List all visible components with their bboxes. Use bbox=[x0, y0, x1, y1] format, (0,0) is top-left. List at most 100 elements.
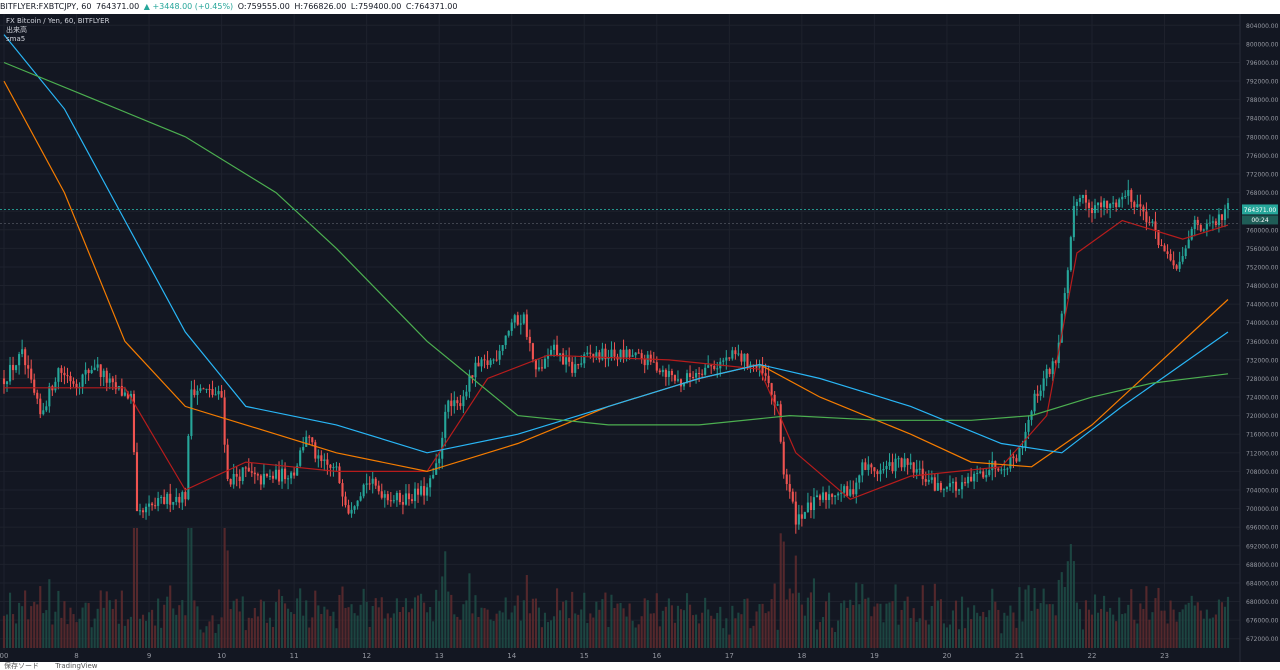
candle-body bbox=[259, 475, 262, 485]
volume-bar bbox=[897, 624, 900, 648]
candle-body bbox=[320, 455, 323, 462]
candle-body bbox=[105, 370, 108, 383]
volume-bar bbox=[1033, 587, 1036, 648]
volume-bar bbox=[347, 607, 350, 648]
candle-body bbox=[1217, 214, 1220, 226]
volume-bar bbox=[444, 551, 447, 648]
candle-body bbox=[667, 371, 670, 377]
volume-bar bbox=[483, 608, 486, 648]
volume-bar bbox=[241, 596, 244, 648]
volume-bar bbox=[891, 601, 894, 648]
candle-body bbox=[1193, 219, 1196, 229]
volume-bar bbox=[456, 616, 459, 648]
volume-bar bbox=[141, 614, 145, 648]
volume-bar bbox=[1160, 610, 1163, 648]
volume-bar bbox=[57, 590, 60, 648]
candle-body bbox=[664, 369, 667, 377]
volume-bar bbox=[12, 614, 15, 648]
volume-bar bbox=[1196, 602, 1199, 648]
candle-body bbox=[30, 368, 33, 380]
candle-body bbox=[788, 484, 791, 492]
volume-bar bbox=[45, 610, 48, 648]
x-tick-label: 13 bbox=[435, 652, 444, 660]
price-axis-background[interactable] bbox=[1240, 0, 1280, 662]
volume-bar bbox=[356, 615, 359, 648]
symbol-label[interactable]: BITFLYER:FXBTCJPY, 60 bbox=[0, 2, 92, 11]
volume-bar bbox=[277, 589, 281, 648]
candle-body bbox=[199, 388, 202, 391]
volume-bar bbox=[157, 598, 160, 648]
candle-body bbox=[930, 477, 933, 480]
volume-bar bbox=[716, 612, 719, 648]
candle-body bbox=[123, 392, 126, 396]
candle-body bbox=[676, 379, 680, 381]
candle-body bbox=[607, 357, 610, 360]
candle-body bbox=[226, 444, 229, 479]
volume-bar bbox=[441, 576, 444, 648]
volume-bar bbox=[429, 606, 432, 648]
time-axis[interactable]: 00 8 9 10 11 12 13 14 15 16 17 18 19 20 21 22 23 bbox=[0, 652, 1169, 660]
candle-body bbox=[1054, 361, 1057, 364]
y-tick-label: 720000.00 bbox=[1246, 413, 1279, 420]
volume-bar bbox=[90, 627, 93, 648]
candle-body bbox=[815, 495, 819, 498]
candle-body bbox=[1093, 205, 1097, 214]
candle-body bbox=[1045, 368, 1048, 379]
candle-body bbox=[728, 357, 731, 359]
volume-bar bbox=[205, 626, 208, 648]
volume-bar bbox=[918, 618, 921, 648]
volume-bar bbox=[27, 619, 30, 648]
volume-bar bbox=[679, 609, 683, 648]
y-tick-label: 692000.00 bbox=[1246, 543, 1279, 550]
candle-body bbox=[646, 354, 649, 366]
candle-body bbox=[462, 396, 465, 407]
candle-body bbox=[1060, 313, 1063, 343]
candle-body bbox=[21, 349, 24, 355]
legend-volume[interactable]: 出来高 bbox=[6, 26, 27, 34]
tradingview-brand[interactable]: TradingView bbox=[55, 662, 98, 670]
volume-bar bbox=[323, 606, 326, 648]
candle-body bbox=[1169, 253, 1172, 261]
candle-body bbox=[178, 496, 181, 503]
volume-bar bbox=[1199, 610, 1202, 648]
volume-bar bbox=[1142, 608, 1145, 648]
volume-bar bbox=[229, 609, 232, 648]
candle-body bbox=[964, 482, 967, 484]
price-axis[interactable]: 804000.00 800000.00 796000.00 792000.00 7880… bbox=[1246, 23, 1279, 643]
candle-body bbox=[592, 353, 595, 357]
candle-body bbox=[277, 469, 281, 482]
candle-body bbox=[63, 372, 66, 376]
candle-body bbox=[531, 343, 534, 360]
candle-body bbox=[1103, 200, 1106, 208]
candle-body bbox=[15, 365, 18, 371]
candle-body bbox=[302, 446, 305, 451]
candle-body bbox=[1175, 265, 1178, 269]
candle-body bbox=[386, 494, 389, 501]
candle-body bbox=[135, 452, 139, 512]
candle-body bbox=[323, 459, 326, 462]
legend-sma[interactable]: sma5 bbox=[6, 35, 26, 43]
volume-bar bbox=[51, 624, 54, 648]
candle-body bbox=[831, 494, 834, 497]
candle-body bbox=[1072, 205, 1075, 238]
legend-series-title[interactable]: FX Bitcoin / Yen, 60, BITFLYER bbox=[6, 17, 110, 25]
candle-body bbox=[516, 315, 519, 325]
volume-bar bbox=[628, 603, 631, 648]
volume-bar bbox=[135, 528, 139, 648]
volume-bar bbox=[462, 604, 465, 648]
volume-bar bbox=[1139, 603, 1142, 648]
y-tick-label: 736000.00 bbox=[1246, 339, 1279, 346]
volume-bar bbox=[761, 603, 764, 648]
candle-body bbox=[344, 496, 347, 506]
volume-bar bbox=[66, 624, 69, 648]
footer-label[interactable]: 保存ソード bbox=[4, 662, 39, 670]
volume-bar bbox=[420, 593, 423, 648]
volume-bar bbox=[939, 599, 942, 648]
volume-bar bbox=[942, 623, 945, 648]
volume-bar bbox=[184, 615, 187, 648]
candle-body bbox=[900, 458, 903, 468]
volume-bar bbox=[81, 607, 84, 648]
candle-body bbox=[126, 392, 129, 399]
y-tick-label: 748000.00 bbox=[1246, 283, 1279, 290]
